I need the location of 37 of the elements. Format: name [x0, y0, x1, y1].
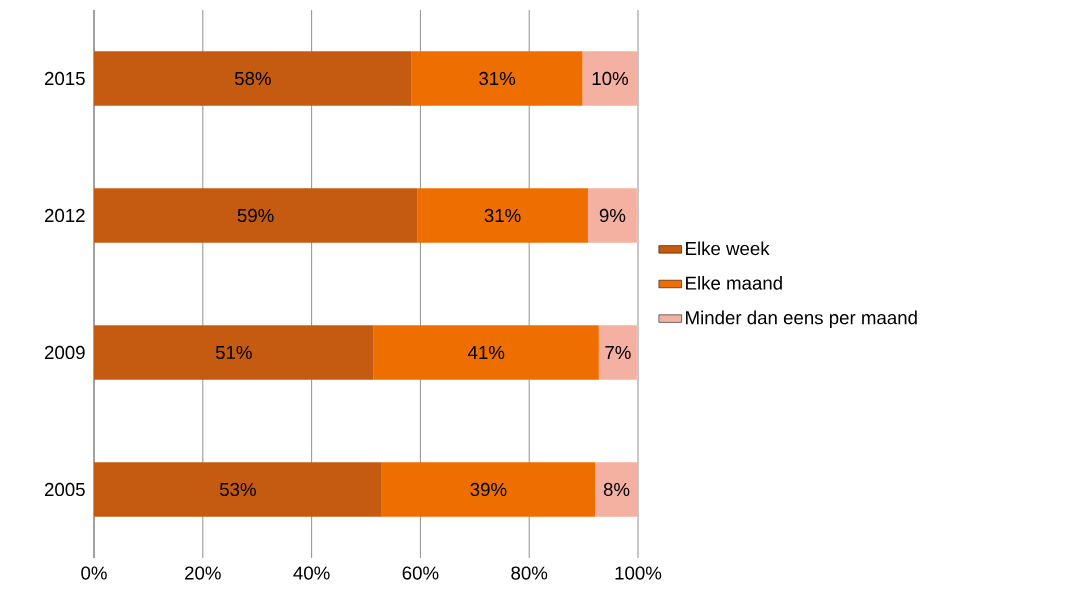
y-tick-label: 2009: [44, 345, 85, 360]
bar: [587, 188, 637, 243]
data-label: 7%: [605, 345, 631, 360]
y-tick-label: 2015: [44, 71, 85, 86]
data-label: 31%: [484, 208, 521, 223]
data-label: 58%: [234, 71, 271, 86]
bar: [373, 325, 599, 380]
data-label: 10%: [592, 71, 628, 86]
x-tick-label: 40%: [293, 566, 330, 580]
data-label: 31%: [479, 71, 516, 86]
x-tick-label: 80%: [511, 566, 548, 580]
bar: [411, 51, 583, 106]
bar: [94, 462, 382, 517]
y-tick-label: 2005: [44, 482, 85, 497]
legend-label: Elke week: [686, 241, 770, 256]
data-label: 8%: [603, 482, 630, 497]
bar: [94, 188, 418, 243]
x-tick-label: 60%: [402, 566, 439, 580]
bar: [94, 51, 412, 106]
x-tick-label: 100%: [615, 566, 662, 580]
bar: [417, 188, 588, 243]
data-label: 9%: [599, 208, 626, 223]
legend-label: Minder dan eens per maand: [686, 310, 917, 329]
data-label: 41%: [467, 345, 505, 360]
data-label: 53%: [219, 482, 256, 497]
bar: [582, 51, 638, 106]
bar: [94, 325, 374, 380]
bar: [595, 462, 638, 517]
bar: [598, 325, 637, 380]
bar: [381, 462, 596, 517]
data-label: 39%: [470, 482, 507, 497]
data-label: 59%: [237, 208, 274, 223]
legend-label: Elke maand: [686, 276, 782, 290]
x-tick-label: 20%: [185, 566, 221, 580]
data-label: 51%: [215, 345, 252, 360]
y-tick-label: 2012: [44, 208, 85, 223]
x-tick-label: 0%: [81, 566, 107, 580]
